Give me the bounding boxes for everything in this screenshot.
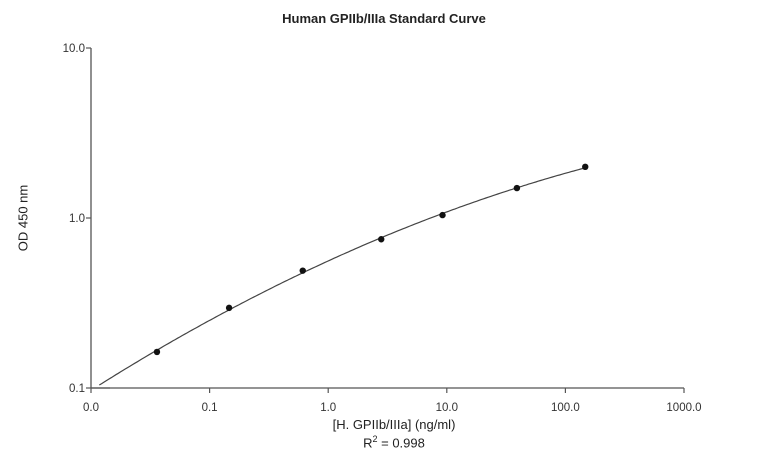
x-tick-label: 0.0 — [83, 402, 99, 414]
fit-curve — [91, 167, 584, 389]
r2-superscript: 2 — [372, 434, 378, 444]
r2-value: = 0.998 — [377, 435, 425, 451]
data-point — [439, 211, 446, 219]
data-point — [153, 348, 161, 356]
y-tick-label: 10.0 — [63, 43, 85, 55]
r2-prefix: R — [363, 435, 373, 451]
data-point — [378, 236, 385, 243]
x-tick-label: 10.0 — [436, 402, 458, 414]
data-point — [299, 267, 306, 274]
y-tick-label: 1.0 — [69, 213, 85, 225]
chart-title: Human GPIIb/IIIa Standard Curve — [282, 11, 486, 26]
x-tick-label: 1.0 — [320, 402, 336, 414]
x-tick-label: 0.1 — [202, 402, 218, 414]
x-axis-label: [H. GPIIb/IIIa] (ng/ml) — [332, 417, 456, 432]
data-point — [225, 304, 233, 312]
data-point — [513, 184, 521, 192]
x-tick-label: 100.0 — [551, 402, 580, 414]
data-points — [153, 163, 589, 356]
y-tick-label: 0.1 — [69, 383, 85, 395]
x-tick-label: 1000.0 — [666, 402, 701, 414]
data-point — [582, 163, 589, 171]
axes: 0.0 0.1 1.0 10.0 100.0 1000.0 0.1 1.0 10.0 — [63, 43, 702, 414]
r-squared-annotation: R2 = 0.998 — [0, 434, 768, 450]
